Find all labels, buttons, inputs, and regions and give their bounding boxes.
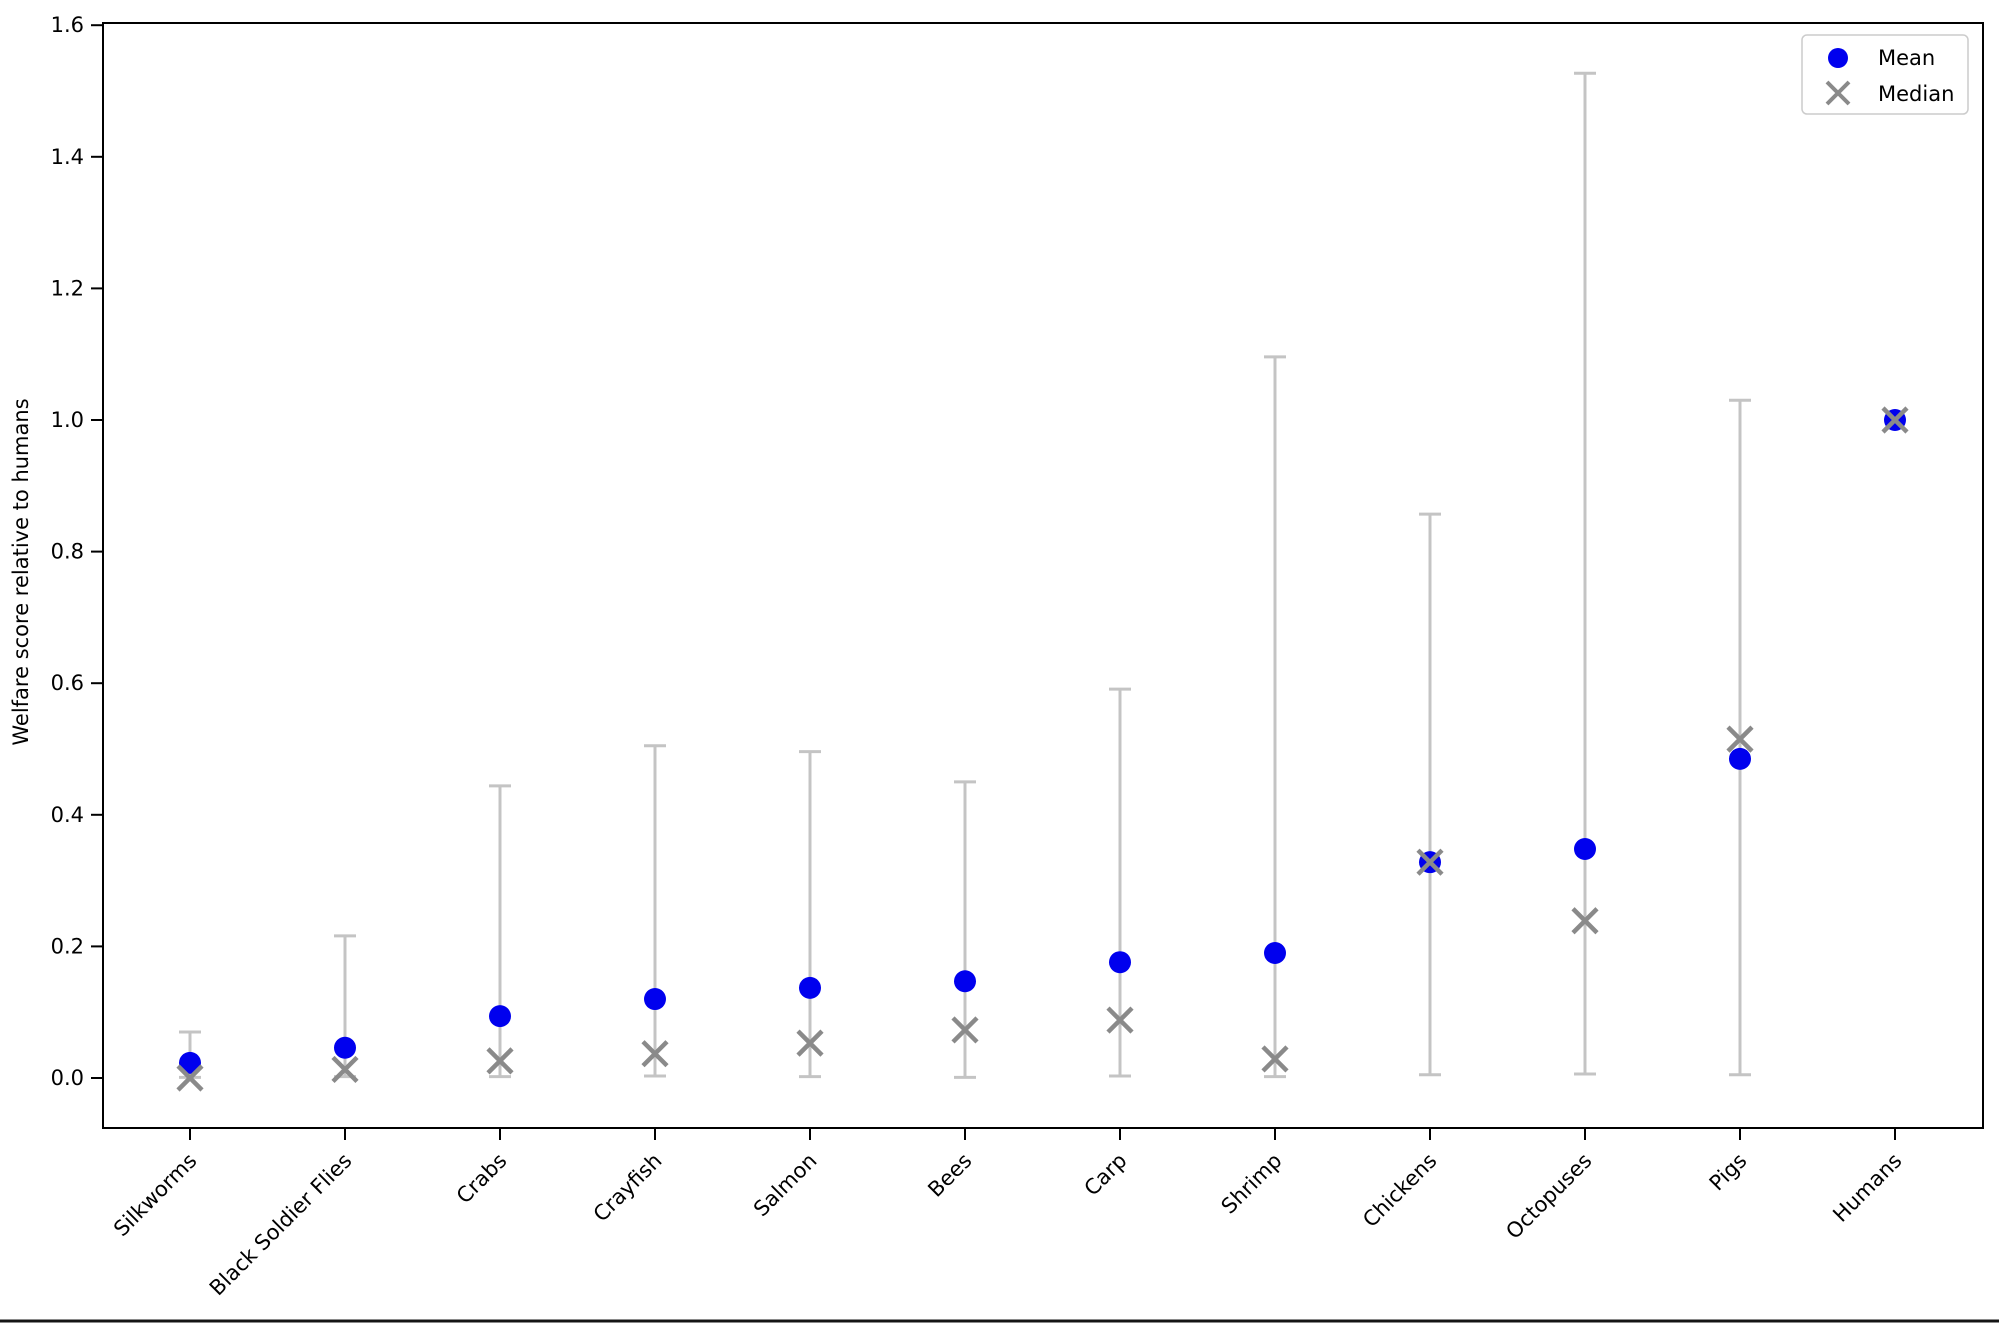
mean-marker xyxy=(334,1036,356,1059)
median-markers xyxy=(176,406,1909,1092)
median-marker xyxy=(796,1029,824,1057)
error-bar xyxy=(1419,512,1441,1077)
x-tick-label: Black Soldier Flies xyxy=(205,1149,357,1301)
median-marker xyxy=(176,1064,204,1092)
y-tick-label: 1.2 xyxy=(51,276,84,300)
y-axis-label: Welfare score relative to humans xyxy=(9,398,33,745)
y-tick-label: 1.4 xyxy=(51,145,84,169)
median-marker xyxy=(1106,1006,1134,1034)
mean-marker xyxy=(489,1005,511,1028)
x-tick-label: Salmon xyxy=(749,1149,822,1222)
median-marker xyxy=(486,1047,514,1075)
legend-median-marker-icon xyxy=(1825,80,1851,106)
plot-area-border xyxy=(102,22,1984,1129)
mean-marker xyxy=(954,970,976,993)
error-bar xyxy=(489,784,511,1079)
error-bar xyxy=(1574,71,1596,1076)
error-bar xyxy=(644,744,666,1078)
x-tick-label: Crayfish xyxy=(589,1149,667,1227)
mean-marker xyxy=(1574,838,1596,861)
legend-median-label: Median xyxy=(1878,82,1954,106)
x-tick-label: Carp xyxy=(1080,1149,1132,1201)
median-marker xyxy=(1726,725,1754,753)
y-tick-label: 0.6 xyxy=(51,671,84,695)
median-marker xyxy=(1881,406,1909,434)
median-marker xyxy=(1571,907,1599,935)
legend: Mean Median xyxy=(1801,34,1969,115)
x-tick-label: Bees xyxy=(923,1149,976,1202)
mean-marker xyxy=(799,976,821,999)
mean-marker xyxy=(1109,951,1131,974)
error-bar xyxy=(1264,355,1286,1079)
y-tick-label: 0.4 xyxy=(51,803,84,827)
error-bar xyxy=(799,750,821,1079)
x-tick-label: Octopuses xyxy=(1501,1149,1596,1244)
legend-mean-marker-icon xyxy=(1828,48,1848,68)
mean-marker xyxy=(1264,941,1286,964)
legend-mean-label: Mean xyxy=(1878,46,1935,70)
y-axis-ticks: 0.0 0.2 0.4 0.6 0.8 1.0 1.2 1.4 1.6 xyxy=(51,13,103,1090)
y-tick-label: 0.2 xyxy=(51,934,84,958)
x-tick-label: Shrimp xyxy=(1217,1149,1287,1219)
x-axis-ticks: Silkworms Black Soldier Flies Crabs Crayfis… xyxy=(109,1128,1907,1300)
x-tick-label: Crabs xyxy=(452,1149,512,1209)
y-tick-label: 1.0 xyxy=(51,408,84,432)
median-marker xyxy=(951,1016,979,1044)
x-tick-label: Pigs xyxy=(1705,1149,1752,1196)
x-tick-label: Chickens xyxy=(1358,1149,1441,1232)
y-tick-label: 0.8 xyxy=(51,540,84,564)
error-bar xyxy=(1109,687,1131,1078)
median-marker xyxy=(641,1040,669,1068)
y-tick-label: 1.6 xyxy=(51,13,84,37)
mean-marker xyxy=(644,988,666,1011)
median-marker xyxy=(1261,1045,1289,1073)
x-tick-label: Silkworms xyxy=(109,1149,202,1242)
x-tick-label: Humans xyxy=(1828,1149,1906,1227)
median-marker xyxy=(1416,848,1444,876)
median-marker xyxy=(331,1055,359,1084)
mean-marker xyxy=(179,1051,201,1074)
error-bars xyxy=(179,71,1751,1079)
mean-marker xyxy=(1729,747,1751,770)
mean-markers xyxy=(179,409,1906,1074)
y-tick-label: 0.0 xyxy=(51,1066,84,1090)
